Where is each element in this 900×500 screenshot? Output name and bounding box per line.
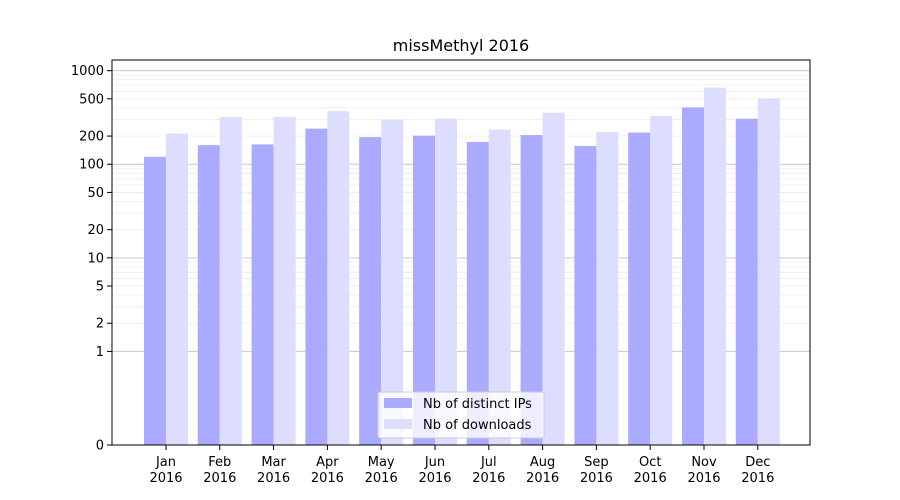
bar-downloads-2 xyxy=(273,116,296,446)
bar-downloads-3 xyxy=(327,111,350,445)
bar-distinct-ips-10 xyxy=(682,107,704,445)
bar-distinct-ips-6 xyxy=(466,141,489,445)
y-tick-label: 200 xyxy=(79,130,104,145)
bar-distinct-ips-5 xyxy=(413,135,435,445)
bar-distinct-ips-4 xyxy=(359,137,382,445)
x-tick-label: Aug xyxy=(530,455,555,470)
y-tick-label: 1000 xyxy=(71,64,104,79)
bar-downloads-0 xyxy=(166,133,188,445)
chart-title: missMethyl 2016 xyxy=(393,36,529,55)
x-tick-label: Dec xyxy=(745,455,770,470)
x-tick-label: 2016 xyxy=(311,471,344,486)
bar-downloads-11 xyxy=(757,98,780,445)
x-tick-label: 2016 xyxy=(580,471,613,486)
x-tick-label: 2016 xyxy=(526,471,559,486)
legend-box xyxy=(377,391,545,439)
y-axis: 0 1 2 5 10 20 50 100 200 500 1000 xyxy=(71,64,112,454)
x-tick-label: Jul xyxy=(480,455,497,470)
x-tick-label: 2016 xyxy=(687,471,720,486)
bar-downloads-6 xyxy=(488,129,511,445)
y-tick-label: 20 xyxy=(87,223,104,238)
x-tick-label: 2016 xyxy=(472,471,505,486)
x-tick-label: Oct xyxy=(639,455,661,470)
legend: Nb of distinct IPs Nb of downloads xyxy=(377,391,545,439)
x-tick-label: 2016 xyxy=(741,471,774,486)
x-tick-label: 2016 xyxy=(634,471,667,486)
y-tick-label: 100 xyxy=(79,158,104,173)
bar-distinct-ips-9 xyxy=(628,132,651,445)
x-tick-label: 2016 xyxy=(257,471,290,486)
y-tick-label: 0 xyxy=(96,439,104,454)
x-tick-label: Apr xyxy=(316,455,339,470)
x-tick-label: 2016 xyxy=(365,471,398,486)
y-tick-label: 1 xyxy=(96,345,104,360)
bar-distinct-ips-2 xyxy=(251,144,274,445)
bar-downloads-1 xyxy=(219,116,242,446)
y-tick-label: 500 xyxy=(79,92,104,107)
bar-downloads-9 xyxy=(650,115,673,445)
x-tick-label: Sep xyxy=(584,455,609,470)
x-axis: Jan2016Feb2016Mar2016Apr2016May2016Jun20… xyxy=(149,445,774,486)
bar-distinct-ips-7 xyxy=(520,135,543,445)
legend-label-distinct-ips: Nb of distinct IPs xyxy=(423,397,532,412)
bar-downloads-7 xyxy=(542,112,565,445)
bar-downloads-8 xyxy=(596,132,619,445)
bar-distinct-ips-11 xyxy=(735,118,758,445)
bar-distinct-ips-0 xyxy=(144,156,166,446)
x-tick-label: 2016 xyxy=(149,471,182,486)
legend-label-downloads: Nb of downloads xyxy=(423,418,532,433)
y-tick-label: 2 xyxy=(96,317,104,332)
x-tick-label: 2016 xyxy=(203,471,236,486)
bar-downloads-4 xyxy=(381,119,404,445)
x-tick-label: Mar xyxy=(261,455,286,470)
x-tick-label: Feb xyxy=(208,455,231,470)
legend-swatch-distinct-ips xyxy=(384,398,412,408)
y-tick-label: 50 xyxy=(87,186,104,201)
x-tick-label: May xyxy=(368,455,395,470)
bar-distinct-ips-8 xyxy=(574,145,597,445)
legend-swatch-downloads xyxy=(384,419,412,429)
bar-downloads-10 xyxy=(704,87,726,446)
bar-distinct-ips-1 xyxy=(197,145,220,445)
x-tick-label: Jan xyxy=(155,455,176,470)
x-tick-label: 2016 xyxy=(418,471,451,486)
bar-distinct-ips-3 xyxy=(305,128,328,445)
plot-frame xyxy=(111,59,811,446)
y-tick-label: 5 xyxy=(96,280,104,295)
bar-downloads-5 xyxy=(435,118,457,445)
x-tick-label: Jun xyxy=(424,455,445,470)
x-tick-label: Nov xyxy=(691,455,717,470)
y-tick-label: 10 xyxy=(87,251,104,266)
bars-group xyxy=(144,87,780,446)
